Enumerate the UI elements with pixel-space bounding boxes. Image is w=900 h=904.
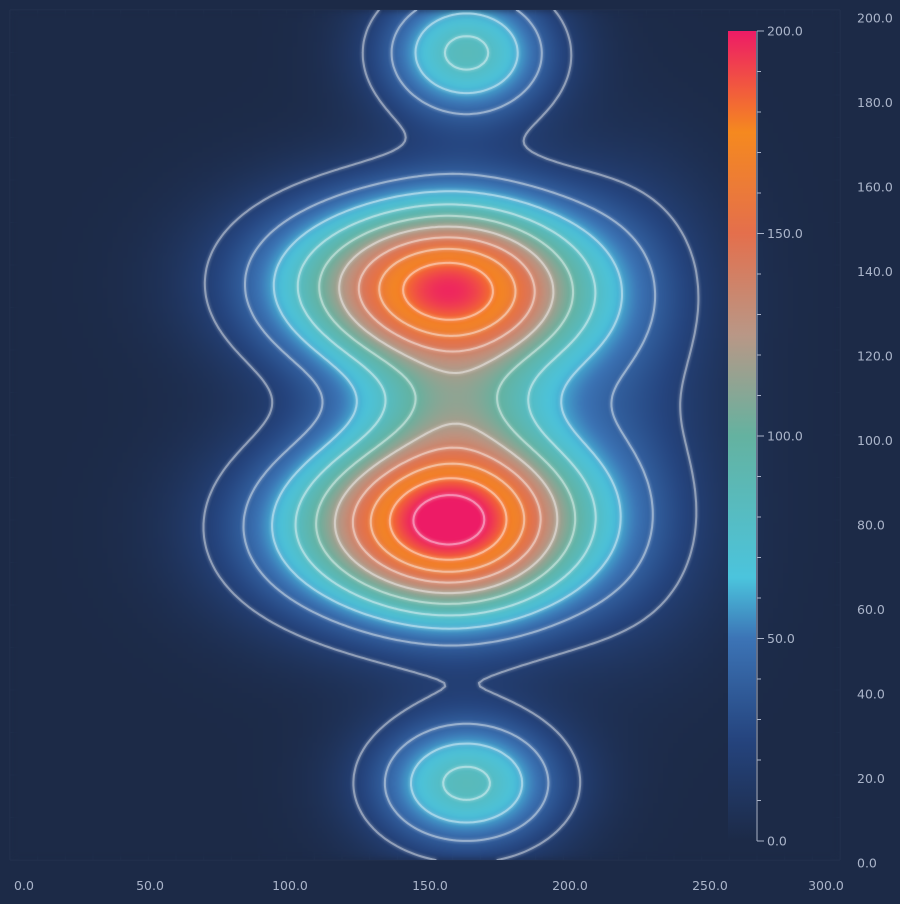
contour-line-40 xyxy=(242,10,657,842)
contour-line-160 xyxy=(369,247,526,573)
x-tick-label: 150.0 xyxy=(412,878,448,893)
y-tick-label: 20.0 xyxy=(857,771,885,786)
x-tick-label: 200.0 xyxy=(552,878,588,893)
x-tick-label: 50.0 xyxy=(136,878,164,893)
colorbar-tick-label: 0.0 xyxy=(767,834,787,849)
colorbar-tick-label: 150.0 xyxy=(767,226,803,241)
y-tick-label: 140.0 xyxy=(857,264,893,279)
y-tick-label: 120.0 xyxy=(857,349,893,364)
colorbar-tick-label: 50.0 xyxy=(767,631,795,646)
contour-line-140 xyxy=(351,236,542,584)
y-tick-label: 0.0 xyxy=(857,856,877,871)
contour-line-120 xyxy=(333,225,559,595)
contour-line-20 xyxy=(202,10,700,860)
colorbar-gradient xyxy=(728,31,756,841)
y-tick-label: 180.0 xyxy=(857,95,893,110)
y-tick-label: 160.0 xyxy=(857,180,893,195)
x-axis: 0.0 50.0 100.0 150.0 200.0 250.0 300.0 xyxy=(14,878,844,893)
y-axis: 0.0 20.0 40.0 60.0 80.0 100.0 120.0 140.0 160.0 1… xyxy=(857,11,893,871)
colorbar-tick-label: 200.0 xyxy=(767,24,803,39)
y-tick-label: 100.0 xyxy=(857,433,893,448)
y-tick-label: 60.0 xyxy=(857,602,885,617)
contour-lines xyxy=(202,10,700,860)
colorbar: 0.0 50.0 100.0 150.0 200.0 xyxy=(728,24,803,849)
contour-line-80 xyxy=(294,35,597,801)
contour-line-100 xyxy=(315,214,577,605)
y-tick-label: 200.0 xyxy=(857,11,893,26)
contour-line-180 xyxy=(388,261,508,561)
x-tick-label: 100.0 xyxy=(272,878,308,893)
colorbar-tick-label: 100.0 xyxy=(767,429,803,444)
x-tick-label: 0.0 xyxy=(14,878,34,893)
y-tick-label: 80.0 xyxy=(857,518,885,533)
x-tick-label: 250.0 xyxy=(692,878,728,893)
x-tick-label: 300.0 xyxy=(808,878,844,893)
y-tick-label: 40.0 xyxy=(857,687,885,702)
contour-line-60 xyxy=(271,12,623,824)
contour-line-200 xyxy=(412,494,486,546)
